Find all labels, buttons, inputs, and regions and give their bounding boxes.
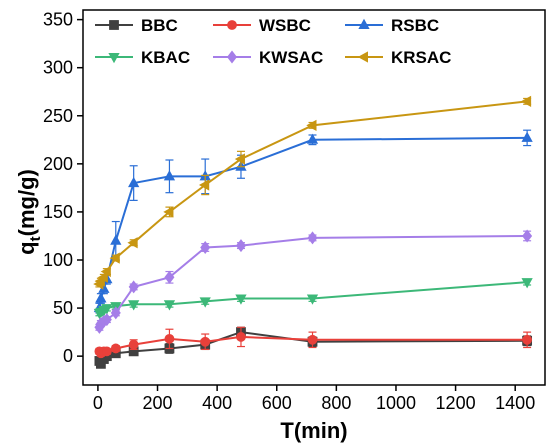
- y-tick-label-1: 50: [53, 298, 73, 318]
- data-point: [128, 280, 139, 294]
- x-tick-label-1: 200: [142, 393, 172, 413]
- y-tick-label-7: 350: [43, 10, 73, 30]
- data-point: [306, 133, 319, 144]
- legend-marker: [108, 53, 120, 64]
- data-point: [306, 294, 319, 305]
- data-point: [522, 229, 533, 243]
- y-axis-label-subscript: t: [27, 236, 44, 241]
- data-point: [306, 119, 317, 132]
- x-tick-label-0: 0: [93, 393, 103, 413]
- data-point: [110, 306, 121, 320]
- data-point: [521, 278, 533, 289]
- legend-marker: [357, 51, 369, 63]
- legend-marker: [358, 18, 370, 30]
- data-point: [128, 300, 140, 311]
- data-point: [200, 336, 211, 347]
- y-axis-label-unit: (mg/g): [14, 169, 39, 236]
- legend-marker: [227, 20, 237, 30]
- legend-item-bbc: BBC: [95, 16, 178, 35]
- y-tick-label-4: 200: [43, 154, 73, 174]
- x-tick-label-4: 800: [321, 393, 351, 413]
- legend-item-rsbc: RSBC: [345, 16, 439, 35]
- series-rsbc: [93, 129, 533, 314]
- y-tick-label-0: 0: [63, 346, 73, 366]
- series-krsac: [93, 95, 532, 290]
- legend-marker: [109, 20, 119, 30]
- legend-label: KBAC: [141, 48, 190, 67]
- series-wsbc: [94, 326, 533, 359]
- x-tick-label-2: 400: [202, 393, 232, 413]
- legend: BBC WSBC RSBC KBAC KWSAC KRSAC: [95, 16, 451, 67]
- y-tick-label-2: 100: [43, 250, 73, 270]
- data-point: [199, 297, 211, 308]
- data-point: [521, 131, 533, 142]
- data-point: [163, 206, 174, 218]
- data-point: [307, 334, 318, 345]
- y-tick-label-5: 250: [43, 106, 73, 126]
- x-tick-label-6: 1200: [436, 393, 476, 413]
- data-point: [128, 176, 140, 188]
- data-point: [95, 292, 107, 303]
- plot-frame: [82, 9, 546, 386]
- legend-item-krsac: KRSAC: [345, 48, 451, 67]
- data-point: [127, 237, 138, 249]
- data-point: [163, 300, 176, 311]
- data-point: [235, 239, 246, 253]
- data-point: [163, 170, 176, 181]
- y-tick-label-3: 150: [43, 202, 73, 222]
- data-point: [164, 333, 175, 344]
- legend-label: WSBC: [259, 16, 311, 35]
- data-point: [236, 332, 246, 342]
- legend-item-kbac: KBAC: [95, 48, 190, 67]
- y-axis-label-main: q: [14, 241, 39, 254]
- data-point: [109, 252, 120, 264]
- data-point: [200, 240, 211, 255]
- data-point: [235, 294, 247, 305]
- series-line-rsbc: [98, 136, 528, 309]
- legend-marker: [226, 50, 238, 64]
- data-point: [128, 339, 139, 350]
- y-tick-label-6: 300: [43, 58, 73, 78]
- data-point: [164, 270, 175, 284]
- data-point: [101, 346, 112, 357]
- data-point: [234, 153, 245, 165]
- data-point: [100, 265, 111, 278]
- data-point: [520, 95, 532, 107]
- data-point: [101, 304, 113, 315]
- data-point: [110, 343, 121, 354]
- legend-item-kwsac: KWSAC: [213, 48, 323, 67]
- data-point: [307, 231, 318, 245]
- x-axis-label: T(min): [280, 418, 347, 443]
- legend-label: KWSAC: [259, 48, 323, 67]
- series-kbac: [93, 278, 533, 320]
- data-point: [522, 334, 533, 345]
- x-tick-label-7: 1400: [495, 393, 535, 413]
- legend-label: KRSAC: [391, 48, 451, 67]
- data-point: [101, 313, 112, 327]
- x-tick-label-5: 1000: [376, 393, 416, 413]
- data-point: [198, 179, 210, 191]
- data-point: [110, 234, 122, 245]
- legend-label: BBC: [141, 16, 178, 35]
- series-kwsac: [94, 229, 533, 334]
- x-tick-label-3: 600: [262, 393, 292, 413]
- y-axis-label: qt(mg/g): [14, 169, 44, 255]
- legend-label: RSBC: [391, 16, 439, 35]
- plot-area: 0 200 400 600 800 1000 1200 1400 0 50 100 150 200 250…: [43, 9, 546, 413]
- series-line-kwsac: [98, 234, 528, 328]
- legend-item-wsbc: WSBC: [213, 16, 311, 35]
